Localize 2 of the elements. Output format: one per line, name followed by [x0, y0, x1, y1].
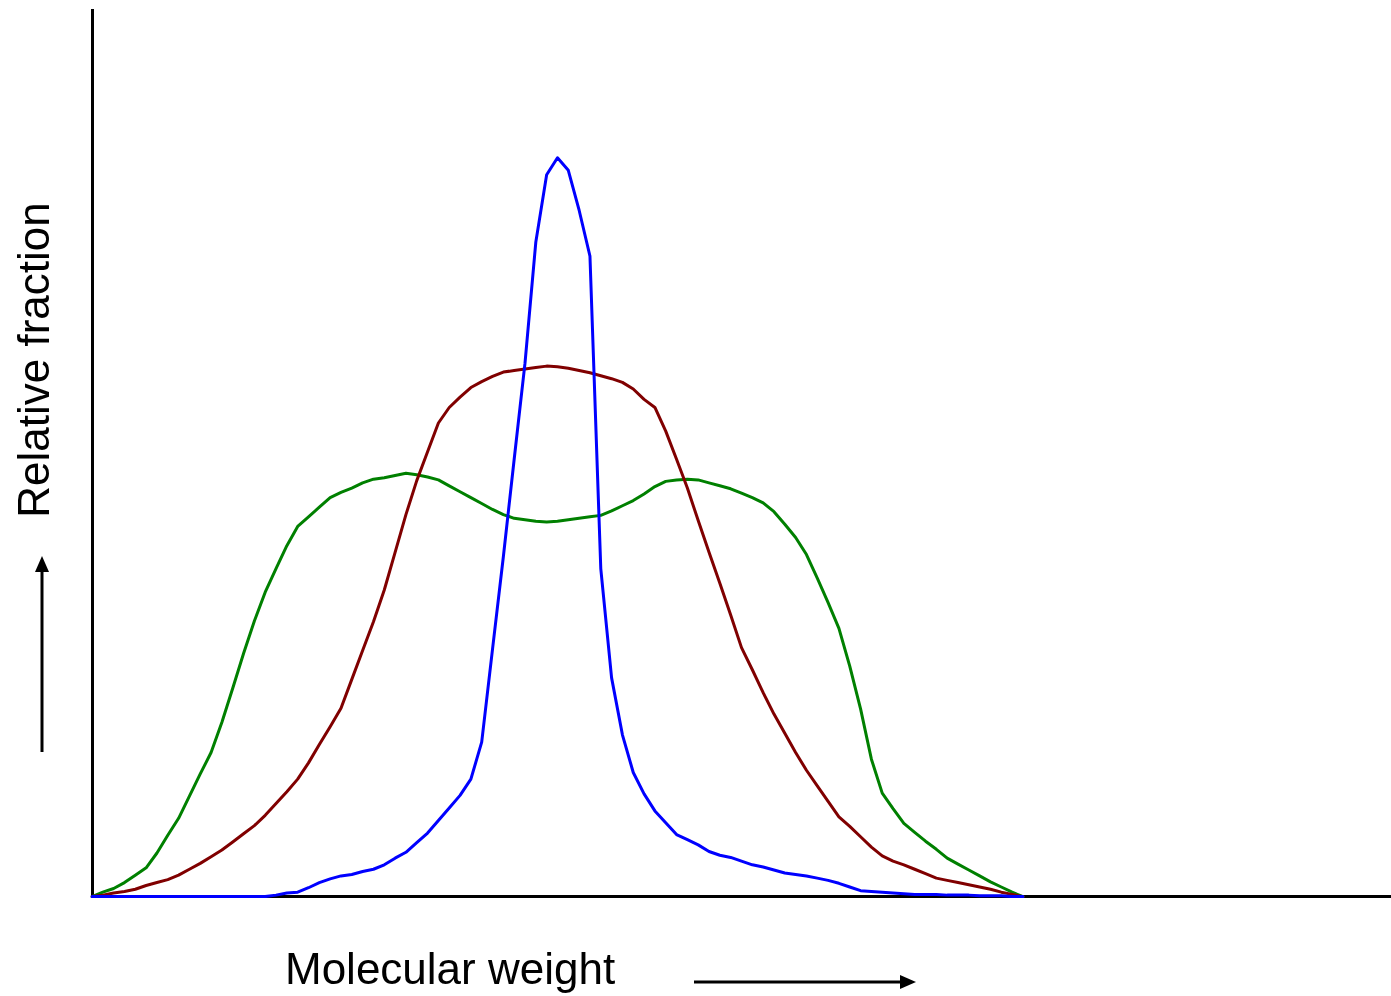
y-axis-title: Relative fraction: [9, 202, 59, 518]
x-axis-title: Molecular weight: [285, 944, 616, 994]
